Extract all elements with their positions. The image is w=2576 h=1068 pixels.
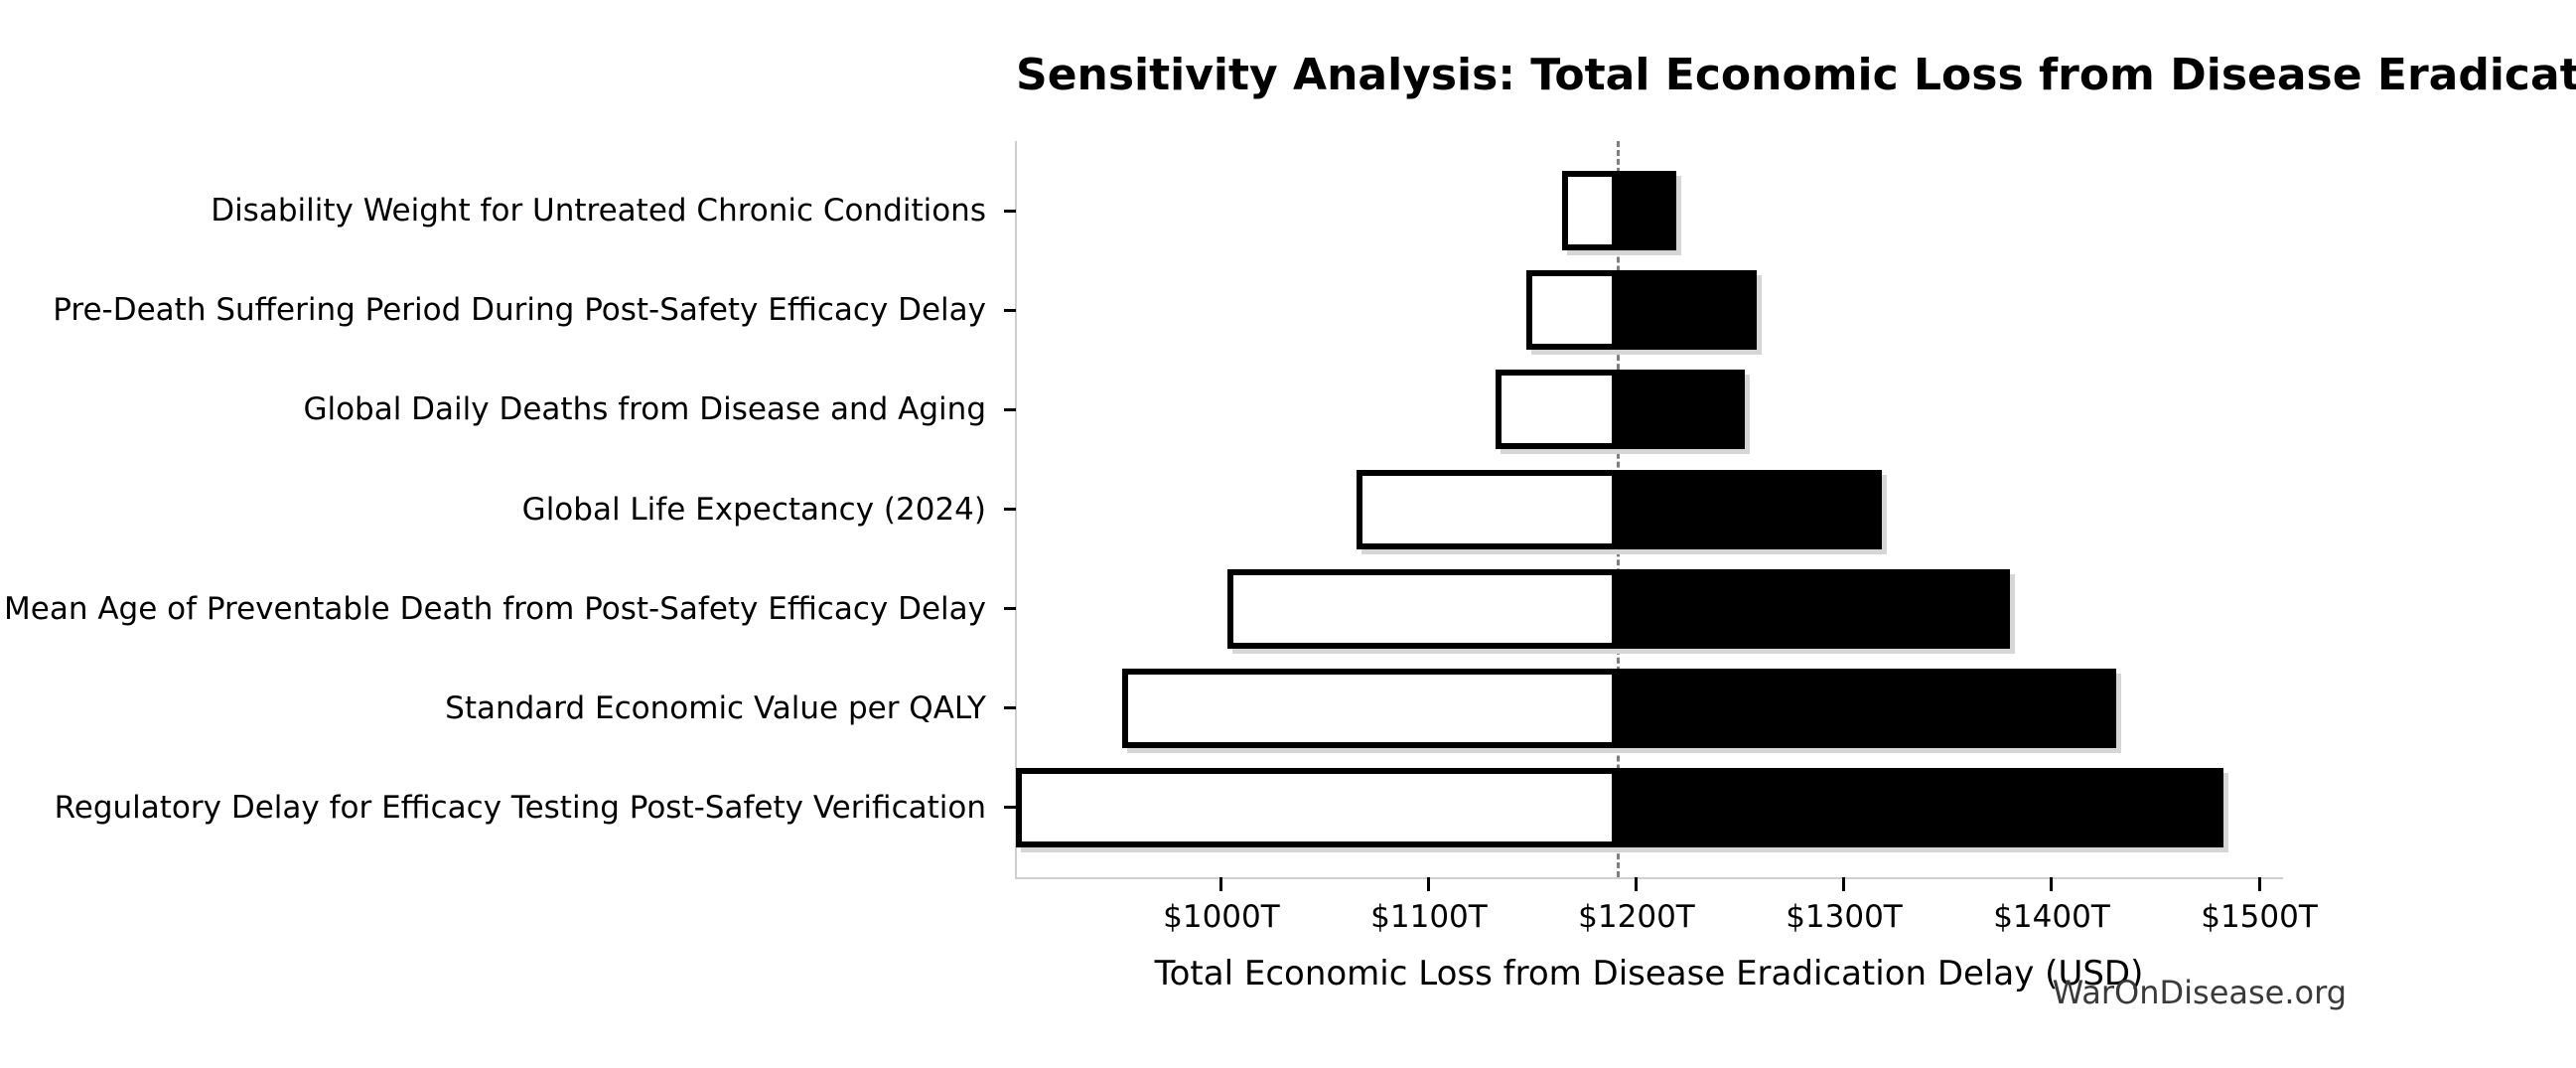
bar-low-segment bbox=[1016, 767, 1619, 847]
y-tick-label: Mean Age of Preventable Death from Post-… bbox=[4, 590, 986, 627]
bar-low-segment bbox=[1526, 270, 1619, 351]
y-tick-mark bbox=[1004, 407, 1016, 411]
x-tick-label: $1100T bbox=[1370, 899, 1488, 935]
bar-high-segment bbox=[1618, 767, 2224, 847]
bar-low-segment bbox=[1121, 668, 1619, 748]
x-axis-title: Total Economic Loss from Disease Eradica… bbox=[1154, 954, 2144, 993]
y-tick-mark bbox=[1004, 209, 1016, 213]
y-tick-mark bbox=[1004, 508, 1016, 511]
x-tick-label: $1300T bbox=[1786, 899, 1903, 935]
x-tick-mark bbox=[1427, 877, 1431, 891]
x-tick-mark bbox=[2257, 877, 2261, 891]
bar-low-segment bbox=[1561, 171, 1619, 251]
y-tick-label: Standard Economic Value per QALY bbox=[445, 689, 986, 726]
watermark: WarOnDisease.org bbox=[2052, 974, 2347, 1011]
y-tick-mark bbox=[1004, 607, 1016, 611]
bar-high-segment bbox=[1618, 469, 1882, 549]
bar-high-segment bbox=[1618, 668, 2116, 748]
bar-high-segment bbox=[1618, 270, 1758, 351]
bar-low-segment bbox=[1227, 568, 1619, 649]
bar-high-segment bbox=[1618, 370, 1745, 450]
y-axis-spine bbox=[1015, 141, 1017, 877]
y-tick-label: Regulatory Delay for Efficacy Testing Po… bbox=[54, 789, 986, 826]
x-tick-label: $1500T bbox=[2201, 899, 2318, 935]
x-tick-label: $1200T bbox=[1578, 899, 1695, 935]
y-tick-mark bbox=[1004, 806, 1016, 810]
y-tick-mark bbox=[1004, 308, 1016, 312]
x-tick-label: $1400T bbox=[1993, 899, 2110, 935]
y-tick-label: Pre-Death Suffering Period During Post-S… bbox=[53, 292, 986, 329]
x-tick-mark bbox=[1219, 877, 1223, 891]
x-axis-spine bbox=[1015, 877, 2283, 879]
y-tick-label: Global Life Expectancy (2024) bbox=[521, 491, 986, 528]
x-tick-mark bbox=[2050, 877, 2054, 891]
chart-title: Sensitivity Analysis: Total Economic Los… bbox=[1016, 50, 2576, 100]
bar-low-segment bbox=[1356, 469, 1619, 549]
y-tick-label: Disability Weight for Untreated Chronic … bbox=[211, 193, 986, 229]
bar-high-segment bbox=[1618, 171, 1676, 251]
bar-high-segment bbox=[1618, 568, 2011, 649]
y-tick-mark bbox=[1004, 706, 1016, 710]
bar-low-segment bbox=[1495, 370, 1619, 450]
x-tick-mark bbox=[1842, 877, 1846, 891]
y-tick-label: Global Daily Deaths from Disease and Agi… bbox=[303, 391, 986, 428]
x-tick-label: $1000T bbox=[1163, 899, 1280, 935]
x-tick-mark bbox=[1635, 877, 1639, 891]
